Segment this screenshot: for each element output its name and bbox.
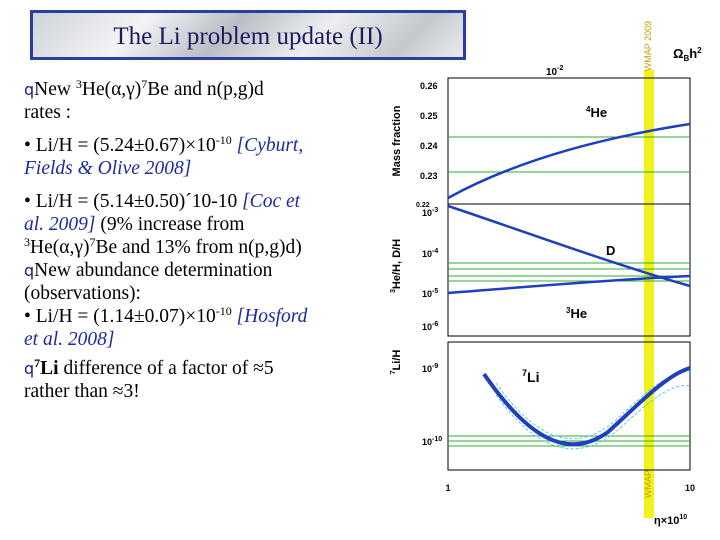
panel3-ylabel: 7Li/H (390, 350, 403, 375)
panel-he3-d (447, 203, 691, 337)
wmap-band (644, 70, 654, 518)
panel-li7 (447, 341, 691, 471)
li7-error-dashed (495, 371, 691, 440)
title-box: The Li problem update (II) (30, 10, 466, 60)
panel1-tick: 0.26 (420, 81, 438, 91)
bullet-3-cont2: 3He(α,γ)7Be and 13% from n(p,g)d) (24, 235, 302, 258)
bullet-4: qNew abundance determination (24, 260, 273, 281)
bullet-4-cont: (observations): (24, 283, 141, 304)
citation: [Coc et (242, 191, 301, 212)
bullet-1-cont: rates : (24, 102, 72, 123)
citation: [Hosford (231, 306, 308, 327)
panel1-tick: 0.24 (420, 141, 438, 151)
citation-cont: al. 2009] (24, 214, 96, 235)
panel2-tick: 10-6 (422, 321, 438, 332)
dot-bullet-icon: • (24, 306, 31, 327)
panel1-tick-bottom: 0.22 (416, 202, 430, 209)
citation-cont: et al. 2008] (24, 329, 115, 350)
wmap-top-label: WMAP 2009 (643, 21, 653, 71)
bullet-3-cont: al. 2009] (9% increase from (24, 214, 245, 235)
top-axis-tick: 10-2 (546, 65, 563, 78)
panel1-tick: 0.23 (420, 171, 438, 181)
d-label: D (606, 243, 615, 258)
li7-curve (482, 366, 691, 447)
he4-label: 4He (586, 105, 607, 120)
panel2-ylabel: 3He/H, D/H (390, 239, 403, 293)
citation: [Cyburt, (231, 135, 304, 156)
he4-curve (447, 122, 691, 200)
bullet-6: q7Li difference of a factor of ≈5 (24, 356, 274, 379)
panel2-tick: 10-5 (422, 288, 438, 299)
q-bullet-icon: q (24, 261, 35, 280)
bullet-3: • Li/H = (5.14±0.50)´10-10 [Coc et (24, 191, 301, 212)
li7-label: 7Li (522, 368, 539, 385)
q-bullet-icon: q (24, 359, 35, 378)
q-bullet-icon: q (24, 80, 35, 99)
bullet-6-cont: rather than ≈3! (24, 381, 140, 402)
dot-bullet-icon: • (24, 135, 31, 156)
d-curve (447, 204, 691, 288)
he3-label: 3He (566, 306, 587, 321)
dot-bullet-icon: • (24, 191, 31, 212)
bullet-1: qNew 3He(α,γ)7Be and n(p,g)d (24, 77, 264, 100)
panel1-ylabel: Mass fraction (391, 105, 403, 176)
panel2-tick: 10-4 (422, 248, 438, 259)
slide-title: The Li problem update (II) (113, 23, 383, 50)
panel3-tick: 10-9 (422, 363, 438, 374)
bottom-tick-right: 10 (685, 483, 695, 493)
li7-error-dashed (495, 385, 691, 450)
panel1-tick: 0.25 (420, 111, 438, 121)
bottom-tick-left: 1 (445, 483, 450, 493)
bbn-abundance-figure: WMAP 2009 WMAP 10-2 ΩBh2 Mass fraction 0… (390, 21, 702, 527)
bullet-2: • Li/H = (5.24±0.67)×10-10 [Cyburt, (24, 133, 304, 156)
slide-body: qNew 3He(α,γ)7Be and n(p,g)d rates : • L… (24, 78, 394, 403)
he3-curve (447, 274, 691, 295)
bottom-axis-label: η×1010 (654, 514, 687, 527)
panel3-tick: 10-10 (422, 436, 442, 447)
bullet-5: • Li/H = (1.14±0.07)×10-10 [Hosford (24, 304, 308, 327)
panel2-tick: 10-3 (422, 207, 438, 218)
top-axis-label: ΩBh2 (673, 46, 702, 63)
citation-cont: Fields & Olive 2008] (24, 158, 192, 179)
wmap-bottom-label: WMAP (643, 470, 653, 498)
